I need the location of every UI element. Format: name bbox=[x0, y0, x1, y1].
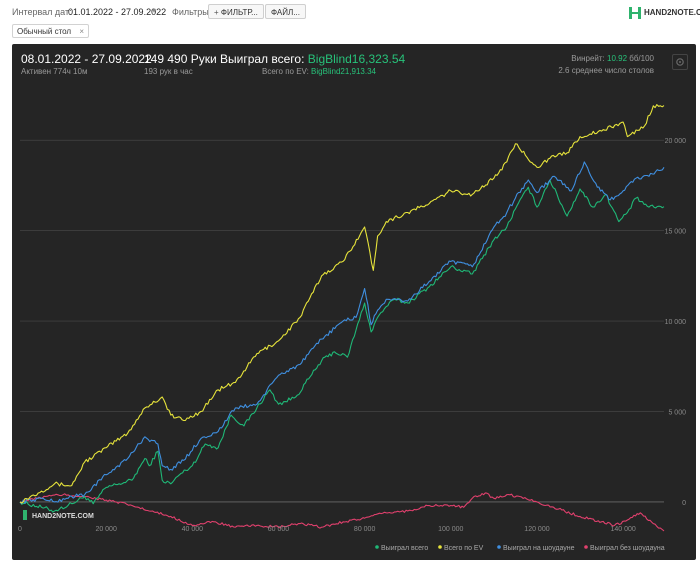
table-type-chip[interactable]: Обычный стол × bbox=[12, 24, 90, 38]
x-tick-label: 20 000 bbox=[95, 526, 117, 533]
interval-label: Интервал дат: bbox=[12, 7, 72, 17]
watermark-icon bbox=[23, 510, 27, 520]
y-tick-label: 5 000 bbox=[668, 409, 686, 416]
y-tick-label: 15 000 bbox=[665, 229, 687, 236]
series-line-0 bbox=[19, 179, 665, 513]
won-total-label: Выиграл всего: bbox=[220, 52, 305, 66]
settings-button[interactable] bbox=[672, 54, 688, 70]
gear-icon bbox=[676, 58, 684, 66]
y-tick-label: 0 bbox=[682, 500, 686, 507]
x-tick-label: 40 000 bbox=[182, 526, 204, 533]
file-button[interactable]: ФАЙЛ... bbox=[265, 4, 306, 19]
x-tick-label: 60 000 bbox=[268, 526, 290, 533]
winrate-unit: бб/100 bbox=[629, 54, 654, 63]
ev-total-value: BigBlind21,913.34 bbox=[311, 67, 376, 76]
avg-tables: 2.6 среднее число столов bbox=[558, 66, 654, 75]
x-tick-label: 120 000 bbox=[524, 526, 549, 533]
series-line-2 bbox=[19, 161, 665, 505]
hands-count: 149 490 Руки bbox=[144, 52, 217, 66]
chart-series bbox=[19, 104, 665, 532]
watermark-text: HAND2NOTE.COM bbox=[32, 513, 94, 520]
interval-selector[interactable]: 01.01.2022 - 27.09.2022 bbox=[68, 7, 167, 17]
y-tick-label: 10 000 bbox=[665, 319, 687, 326]
legend-marker bbox=[375, 545, 379, 549]
series-line-3 bbox=[19, 492, 665, 532]
y-tick-label: 20 000 bbox=[665, 138, 687, 145]
profit-line-chart: 0 20 000 40 000 60 000 80 000 100 000 120 000 1… bbox=[18, 104, 687, 552]
filter-button-label: ФИЛЬТР... bbox=[220, 8, 258, 17]
won-total-value: BigBlind16,323.54 bbox=[307, 52, 406, 66]
filters-label: Фильтры: bbox=[172, 7, 212, 17]
filter-button[interactable]: + ФИЛЬТР... bbox=[208, 4, 264, 19]
x-axis-ticks: 0 20 000 40 000 60 000 80 000 100 000 120 000 1… bbox=[18, 526, 636, 533]
legend-label: Всего по EV bbox=[444, 545, 484, 552]
legend-label: Выиграл на шоудауне bbox=[503, 545, 575, 552]
legend-label: Выиграл без шоудауна bbox=[590, 544, 665, 552]
hand2note-logo-icon bbox=[629, 7, 641, 19]
x-tick-label: 80 000 bbox=[354, 526, 376, 533]
series-line-1 bbox=[19, 104, 665, 504]
legend-marker bbox=[497, 545, 501, 549]
legend-marker bbox=[438, 545, 442, 549]
active-time: Активен 774ч 10м bbox=[21, 67, 88, 76]
watermark: HAND2NOTE.COM bbox=[23, 510, 94, 520]
graph-panel: 08.01.2022 - 27.09.2022 Активен 774ч 10м… bbox=[12, 44, 696, 560]
table-type-chip-label: Обычный стол bbox=[17, 27, 72, 36]
ev-total: Всего по EV: BigBlind21,913.34 bbox=[262, 67, 376, 76]
hands-per-hour: 193 рук в час bbox=[144, 67, 193, 76]
date-range: 08.01.2022 - 27.09.2022 bbox=[21, 52, 152, 66]
chevron-down-icon[interactable]: ▾ bbox=[152, 6, 157, 15]
hand2note-logo-text: HAND2NOTE.COM bbox=[644, 8, 700, 17]
legend-label: Выиграл всего bbox=[381, 545, 428, 552]
legend-marker bbox=[584, 545, 588, 549]
close-icon[interactable]: × bbox=[79, 27, 85, 36]
winrate-label: Винрейт: bbox=[571, 54, 605, 63]
x-tick-label: 140 000 bbox=[610, 526, 635, 533]
ev-total-label: Всего по EV: bbox=[262, 67, 309, 76]
x-tick-label: 100 000 bbox=[438, 526, 463, 533]
chart-grid bbox=[20, 139, 664, 503]
y-axis-ticks: 0 5 000 10 000 15 000 20 000 bbox=[665, 138, 687, 507]
won-total: Выиграл всего: BigBlind16,323.54 bbox=[220, 52, 405, 66]
chart-legend: Выиграл всего Всего по EV Выиграл на шоуда… bbox=[375, 544, 665, 552]
winrate: Винрейт: 10.92 бб/100 bbox=[571, 54, 654, 63]
file-button-label: ФАЙЛ... bbox=[271, 8, 300, 17]
winrate-value: 10.92 bbox=[607, 54, 628, 63]
x-tick-label: 0 bbox=[18, 526, 22, 533]
plus-icon: + bbox=[214, 8, 219, 17]
top-toolbar: Интервал дат: 01.01.2022 - 27.09.2022 ▾ … bbox=[0, 0, 700, 22]
